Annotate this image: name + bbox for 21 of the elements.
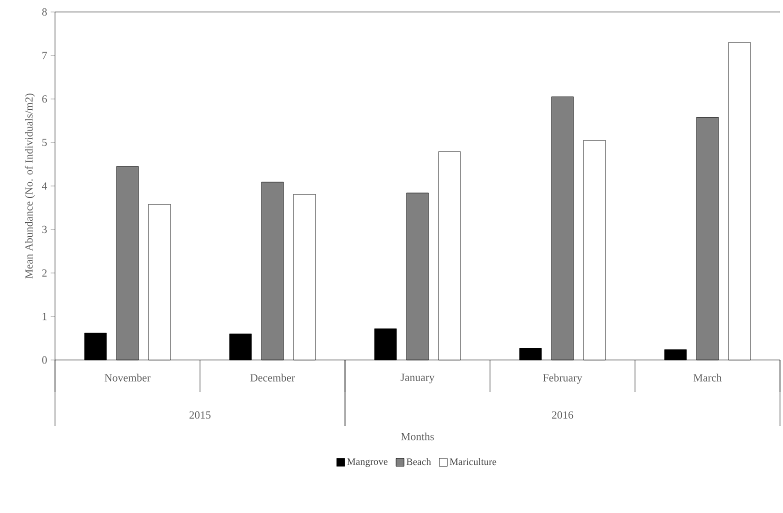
y-tick-label: 3: [42, 226, 47, 234]
y-tick-label: 7: [42, 52, 47, 60]
y-tick-label: 5: [42, 138, 47, 146]
text: 2015: [190, 411, 211, 419]
x-tick-label: November: [104, 374, 151, 382]
x-tick-label: January: [400, 374, 435, 384]
x-tick-label: December: [250, 374, 295, 382]
y-axis-title: Mean Abundance (No. of Individuals/m2): [24, 94, 35, 278]
y-tick-label: 2: [42, 269, 47, 277]
y-tick-label: 0: [42, 356, 47, 364]
x-tick-label: March: [694, 374, 722, 382]
y-tick-label: 6: [42, 95, 47, 103]
legend-label: Beach: [406, 458, 431, 466]
x-tick-label: February: [543, 374, 582, 384]
text: 2016: [552, 411, 574, 419]
x-axis-title: Months: [401, 432, 434, 440]
legend-label: Mariculture: [450, 458, 496, 466]
legend-label: Mangrove: [347, 458, 388, 468]
y-tick-label: 8: [42, 8, 47, 16]
y-tick-label: 4: [42, 182, 48, 190]
y-tick-label: 1: [42, 312, 47, 320]
